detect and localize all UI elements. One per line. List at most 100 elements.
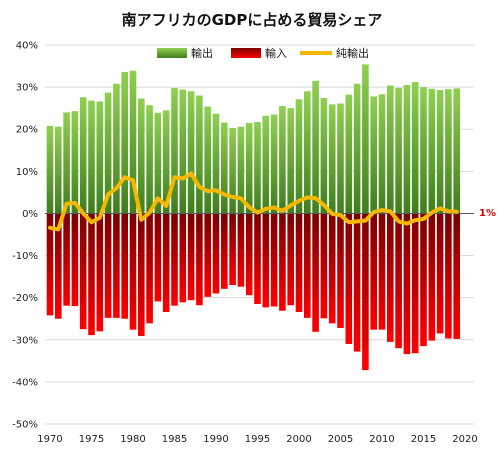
y-tick-label: -30% — [12, 335, 38, 346]
export-bar — [237, 126, 245, 214]
x-tick-label: 2020 — [452, 434, 477, 445]
import-bar — [79, 213, 87, 330]
chart-title: 南アフリカのGDPに占める貿易シェア — [122, 11, 383, 29]
legend: 輸出 輸入 純輸出 — [157, 46, 369, 60]
export-bar — [245, 122, 253, 214]
export-bar — [262, 115, 270, 214]
import-bar — [304, 213, 311, 318]
net-exports-end-label: 1% — [479, 208, 496, 219]
import-bar — [196, 213, 203, 306]
export-bar — [403, 85, 411, 214]
y-tick-label: 0% — [22, 209, 38, 220]
x-tick-label: 1975 — [79, 434, 104, 445]
import-bar — [138, 213, 145, 336]
export-bar — [162, 110, 170, 214]
import-bar — [312, 213, 319, 332]
export-bar — [146, 105, 153, 214]
export-bar — [113, 83, 120, 214]
y-tick-label: -10% — [12, 251, 38, 262]
x-tick-label: 2010 — [369, 434, 394, 445]
import-bar — [171, 213, 178, 306]
export-bar — [345, 94, 353, 214]
export-bar — [154, 112, 162, 214]
export-bar — [445, 89, 452, 214]
import-bar — [88, 213, 95, 336]
import-bar — [162, 213, 170, 312]
y-tick-label: -20% — [12, 293, 38, 304]
import-bar — [146, 213, 153, 324]
y-tick-label: 40% — [16, 41, 38, 52]
import-bar — [295, 213, 303, 312]
export-bar — [121, 71, 128, 214]
import-bar — [428, 213, 436, 341]
import-bar — [420, 213, 427, 347]
import-bar — [279, 213, 286, 311]
export-bar — [353, 83, 361, 214]
import-bar — [204, 213, 211, 297]
export-bar — [221, 122, 228, 214]
export-bar — [328, 104, 336, 214]
import-bar — [254, 213, 261, 304]
export-bar — [304, 91, 311, 214]
y-tick-label: 20% — [16, 125, 38, 136]
export-bar — [179, 89, 187, 214]
y-axis: -50% -40% -30% -20% -10% 0% 10% 20% 30% 40% — [12, 41, 38, 431]
import-bar — [154, 213, 162, 302]
import-bar — [337, 213, 344, 328]
export-bar — [63, 112, 70, 214]
export-bar — [411, 82, 419, 214]
export-bar — [287, 108, 294, 214]
import-bar — [287, 213, 294, 306]
import-bar — [436, 213, 444, 334]
export-bar — [420, 87, 427, 214]
export-bar — [104, 92, 112, 214]
export-bar — [129, 70, 137, 214]
x-tick-label: 1970 — [37, 434, 62, 445]
import-bar — [445, 213, 452, 339]
x-axis: 1970 1975 1980 1985 1990 1995 2000 2005 2010 2015… — [37, 434, 477, 445]
export-bar — [387, 85, 394, 214]
export-bar — [71, 111, 79, 214]
legend-label-net: 純輸出 — [336, 46, 369, 60]
import-bar — [71, 213, 79, 307]
export-bar — [229, 127, 236, 214]
x-tick-label: 1995 — [245, 434, 270, 445]
export-bar — [187, 91, 195, 214]
import-bar — [113, 213, 120, 318]
import-bar — [387, 213, 394, 342]
import-bar — [96, 213, 104, 332]
import-bar — [129, 213, 137, 330]
import-bar — [121, 213, 128, 319]
import-bar — [229, 213, 236, 286]
import-bar — [262, 213, 270, 308]
import-bar — [362, 213, 369, 371]
x-tick-label: 2005 — [328, 434, 353, 445]
export-bar — [55, 126, 62, 214]
legend-swatch-imports — [231, 48, 261, 58]
legend-label-imports: 輸入 — [265, 46, 287, 60]
export-bar — [46, 125, 54, 214]
export-bar — [378, 94, 386, 214]
export-bar — [171, 87, 178, 214]
export-bar — [453, 88, 460, 214]
x-tick-label: 2000 — [286, 434, 311, 445]
x-tick-label: 2015 — [411, 434, 436, 445]
export-bar — [138, 98, 145, 214]
export-bar — [270, 114, 278, 214]
x-tick-label: 1990 — [203, 434, 228, 445]
export-bar — [295, 99, 303, 214]
x-tick-label: 1985 — [162, 434, 187, 445]
import-bar — [212, 213, 220, 294]
export-bar — [320, 98, 328, 214]
import-bar — [328, 213, 336, 324]
legend-label-exports: 輸出 — [191, 46, 213, 60]
export-bar — [279, 106, 286, 214]
net-exports-line — [48, 171, 459, 232]
export-bar — [254, 122, 261, 214]
export-bar — [370, 96, 377, 214]
import-bar — [104, 213, 112, 318]
import-bar — [320, 213, 328, 319]
y-tick-label: -50% — [12, 420, 38, 431]
import-bar — [411, 213, 419, 354]
export-bar — [204, 106, 211, 214]
